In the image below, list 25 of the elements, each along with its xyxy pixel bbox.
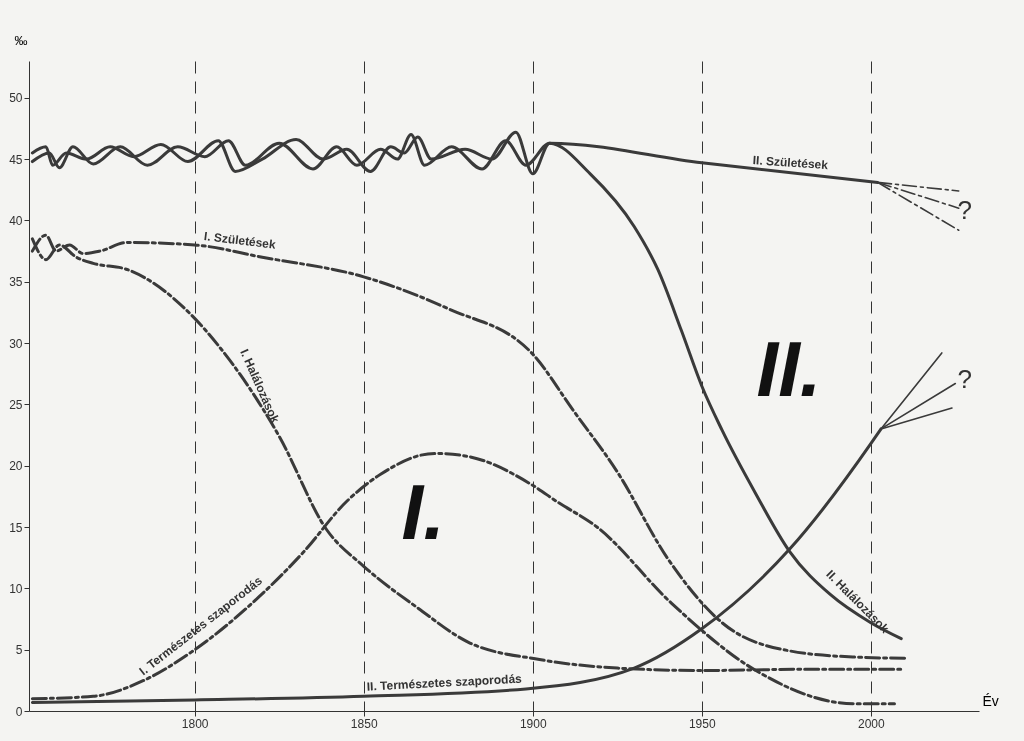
annotation: ? [957,194,972,225]
y-tick-label: 10 [9,581,23,596]
text: I. Születések [203,229,277,252]
x-tick-label: 1950 [688,716,716,731]
y-tick-label: 45 [9,152,23,167]
annotation: ? [957,363,972,394]
y-tick-label: 5 [15,643,23,658]
y-tick-label: 30 [9,336,23,351]
x-tick-label: 1900 [519,716,547,731]
x-tick-label: 1850 [350,716,378,731]
y-tick-label: 25 [9,397,23,412]
y-tick-label: 40 [9,213,23,228]
y-tick-label: 35 [9,275,23,290]
y-axis-title: ‰ [14,32,28,48]
x-tick-label: 2000 [857,716,885,731]
y-tick-label: 0 [15,704,23,719]
annotation: II. [756,325,822,413]
series-label: II. Természetes szaporodás [366,671,523,694]
x-tick-label: 1800 [181,716,209,731]
annotation: I. [401,468,445,556]
y-tick-label: 15 [9,520,23,535]
x-axis-title: Év [982,692,999,709]
y-tick-label: 50 [9,91,23,106]
series-label: II. Születések [752,153,829,173]
y-tick-label: 20 [9,459,23,474]
